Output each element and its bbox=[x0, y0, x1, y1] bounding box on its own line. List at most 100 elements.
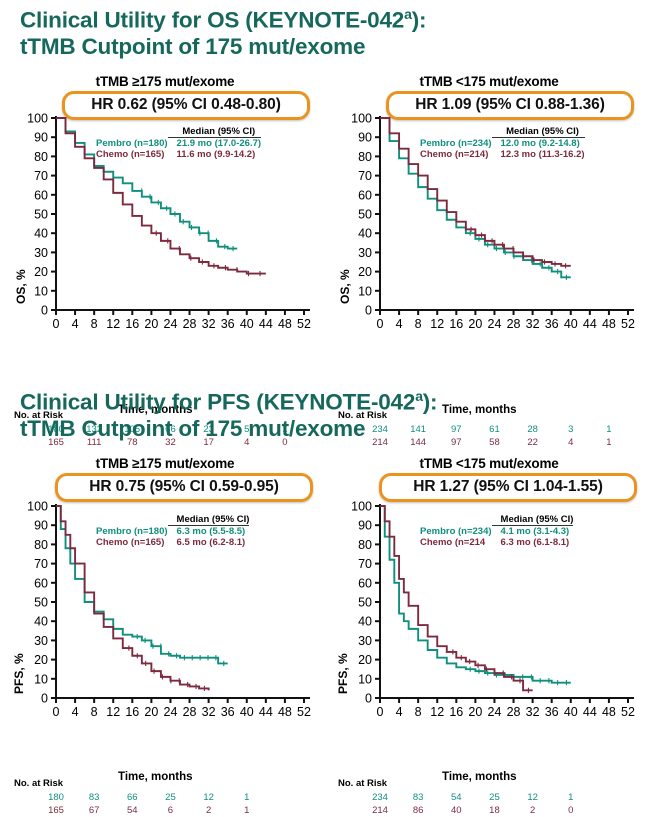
section-title-pfs-line1-suffix: ): bbox=[422, 389, 438, 415]
svg-text:44: 44 bbox=[583, 705, 597, 719]
risk-title-pfs-high: No. at Risk bbox=[14, 778, 64, 789]
section-title-pfs-line1-text: Clinical Utility for PFS (KEYNOTE-042 bbox=[20, 389, 416, 415]
risk-row-pembro-os-high: 180 132 105 66 23 5 1 bbox=[0, 424, 324, 436]
svg-text:20: 20 bbox=[144, 317, 158, 331]
risk-value-chemo: 40 bbox=[451, 805, 462, 816]
svg-text:16: 16 bbox=[449, 317, 463, 331]
risk-value-chemo: 18 bbox=[489, 805, 500, 816]
x-axis-label-os-low: Time, months bbox=[442, 404, 517, 416]
section-title-os: Clinical Utility for OS (KEYNOTE-042a): … bbox=[0, 6, 426, 60]
svg-text:60: 60 bbox=[34, 188, 48, 202]
risk-value-chemo: 86 bbox=[412, 805, 424, 816]
section-title-pfs-superscript: a bbox=[415, 388, 423, 404]
svg-text:20: 20 bbox=[358, 653, 372, 667]
risk-value-pembro: 54 bbox=[451, 792, 462, 803]
risk-value-pembro: 25 bbox=[165, 792, 176, 803]
risk-value-pembro: 1 bbox=[282, 424, 288, 435]
svg-text:0: 0 bbox=[377, 317, 384, 331]
svg-text:90: 90 bbox=[358, 519, 372, 533]
svg-text:70: 70 bbox=[358, 557, 372, 571]
x-axis-label-os-high: Time, months bbox=[118, 404, 193, 416]
svg-text:24: 24 bbox=[164, 317, 178, 331]
svg-text:80: 80 bbox=[34, 538, 48, 552]
legend-header-os-high: Median (95% CI) bbox=[167, 126, 262, 139]
legend-pfs-low: Median (95% CI) Pembro (n=234) 4.1 mo (3… bbox=[420, 514, 574, 549]
panel-pfs-high: tTMB ≥175 mut/exome HR 0.75 (95% CI 0.59… bbox=[0, 456, 324, 817]
svg-text:40: 40 bbox=[564, 317, 578, 331]
svg-text:20: 20 bbox=[144, 705, 158, 719]
legend-pembro-median-os-low: 12.0 mo (9.2-14.8) bbox=[500, 138, 580, 150]
svg-text:0: 0 bbox=[377, 705, 384, 719]
svg-text:12: 12 bbox=[106, 705, 120, 719]
risk-value-chemo: 144 bbox=[410, 437, 427, 448]
risk-value-chemo: 58 bbox=[489, 437, 500, 448]
legend-pembro-label-pfs-low: Pembro (n=234) bbox=[420, 525, 492, 537]
svg-text:4: 4 bbox=[396, 317, 403, 331]
svg-text:10: 10 bbox=[34, 284, 48, 298]
svg-text:52: 52 bbox=[621, 705, 635, 719]
svg-text:8: 8 bbox=[415, 705, 422, 719]
risk-row-pembro-pfs-low: 234 83 54 25 12 1 bbox=[324, 792, 648, 804]
legend-pembro-median-os-high: 21.9 mo (17.0-26.7) bbox=[176, 138, 262, 150]
risk-row-pembro-os-low: 234 141 97 61 28 3 1 bbox=[324, 424, 648, 436]
risk-value-chemo: 214 bbox=[372, 805, 388, 816]
svg-text:10: 10 bbox=[358, 672, 372, 686]
svg-text:32: 32 bbox=[526, 317, 540, 331]
svg-text:52: 52 bbox=[297, 317, 311, 331]
svg-text:40: 40 bbox=[358, 615, 372, 629]
svg-text:4: 4 bbox=[72, 317, 79, 331]
legend-chemo-label-os-low: Chemo (n=214) bbox=[420, 149, 489, 161]
svg-text:60: 60 bbox=[358, 188, 372, 202]
svg-text:48: 48 bbox=[602, 705, 616, 719]
svg-text:20: 20 bbox=[468, 317, 482, 331]
svg-text:90: 90 bbox=[34, 519, 48, 533]
svg-text:12: 12 bbox=[106, 317, 120, 331]
svg-text:28: 28 bbox=[507, 705, 521, 719]
risk-value-chemo: 2 bbox=[529, 805, 536, 816]
svg-text:20: 20 bbox=[358, 265, 372, 279]
risk-value-chemo: 111 bbox=[86, 437, 102, 448]
svg-text:70: 70 bbox=[358, 169, 372, 183]
svg-text:24: 24 bbox=[488, 705, 502, 719]
svg-text:4: 4 bbox=[396, 705, 403, 719]
legend-chemo-label-os-high: Chemo (n=165) bbox=[96, 149, 165, 161]
legend-chemo-median-os-high: 11.6 mo (9.9-14.2) bbox=[176, 149, 256, 161]
svg-text:40: 40 bbox=[240, 705, 254, 719]
panel-title-pfs-low: tTMB <175 mut/exome bbox=[419, 456, 559, 471]
svg-text:40: 40 bbox=[240, 317, 254, 331]
svg-text:44: 44 bbox=[259, 705, 273, 719]
svg-text:10: 10 bbox=[34, 672, 48, 686]
legend-pembro-median-pfs-low: 4.1 mo (3.1-4.3) bbox=[500, 526, 570, 538]
plot-pfs-high: PFS, % 0 10 20 30 40 50 60 70 80 90 100 0 4 8 12 16 20 24… bbox=[0, 456, 324, 817]
svg-text:0: 0 bbox=[41, 692, 48, 706]
svg-text:20: 20 bbox=[34, 653, 48, 667]
svg-text:12: 12 bbox=[430, 705, 444, 719]
panel-title-pfs-high: tTMB ≥175 mut/exome bbox=[95, 456, 235, 471]
svg-text:12: 12 bbox=[430, 317, 444, 331]
section-title-pfs: Clinical Utility for PFS (KEYNOTE-042a):… bbox=[0, 388, 438, 442]
svg-text:16: 16 bbox=[125, 705, 139, 719]
risk-value-pembro: 132 bbox=[86, 424, 103, 435]
svg-text:80: 80 bbox=[358, 538, 372, 552]
legend-chemo-label-pfs-high: Chemo (n=165) bbox=[96, 537, 165, 549]
svg-text:36: 36 bbox=[221, 317, 235, 331]
panel-title-os-high: tTMB ≥175 mut/exome bbox=[95, 74, 235, 89]
risk-value-chemo: 22 bbox=[527, 437, 538, 448]
section-title-os-superscript: a bbox=[404, 6, 412, 22]
svg-text:0: 0 bbox=[41, 304, 48, 318]
legend-chemo-label-pfs-low: Chemo (n=214 bbox=[420, 537, 486, 549]
risk-value-chemo: 4 bbox=[244, 437, 250, 448]
legend-pembro-label-os-low: Pembro (n=234) bbox=[420, 137, 492, 149]
legend-pembro-label-os-high: Pembro (n=180) bbox=[96, 137, 168, 149]
risk-value-pembro: 28 bbox=[527, 424, 538, 435]
hr-box-pfs-high: HR 0.75 (95% CI 0.59-0.95) bbox=[55, 473, 313, 502]
svg-text:20: 20 bbox=[34, 265, 48, 279]
risk-value-pembro: 180 bbox=[48, 424, 64, 435]
risk-value-pembro: 97 bbox=[451, 424, 462, 435]
risk-value-chemo: 67 bbox=[88, 805, 100, 816]
svg-text:50: 50 bbox=[34, 208, 48, 222]
svg-text:32: 32 bbox=[202, 317, 216, 331]
panel-os-high: tTMB ≥175 mut/exome HR 0.62 (95% CI 0.48… bbox=[0, 74, 324, 448]
